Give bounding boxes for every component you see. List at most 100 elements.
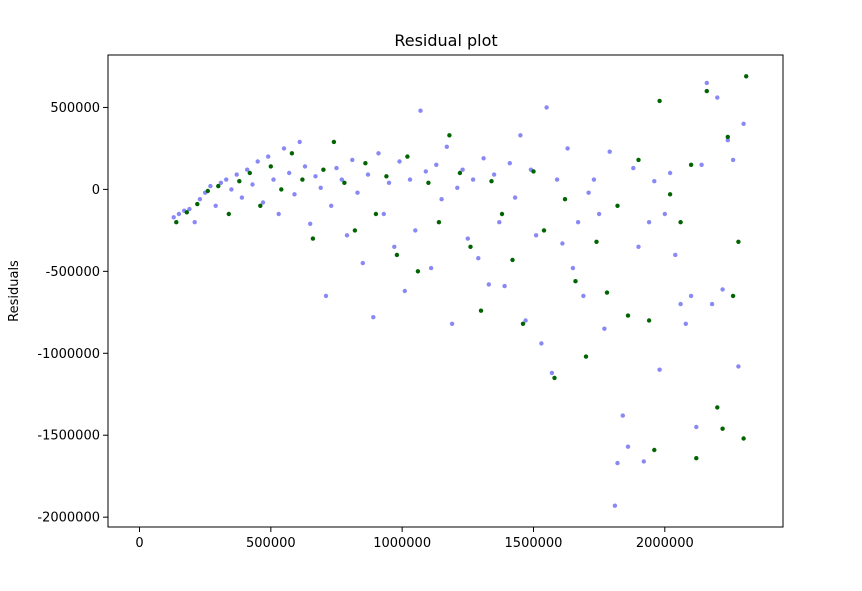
data-point xyxy=(552,375,557,381)
data-point xyxy=(583,354,589,359)
data-point xyxy=(523,318,528,323)
data-point xyxy=(694,456,699,461)
data-point xyxy=(683,321,688,326)
data-point xyxy=(255,159,260,164)
data-point xyxy=(646,220,652,225)
data-point xyxy=(615,460,620,466)
data-point xyxy=(678,220,683,225)
data-point xyxy=(615,203,620,208)
data-point xyxy=(470,177,476,182)
data-point xyxy=(418,108,423,113)
data-point xyxy=(344,233,350,238)
x-tick-label: 0 xyxy=(135,536,143,551)
data-point xyxy=(439,197,444,202)
data-point xyxy=(423,169,428,174)
data-point xyxy=(725,134,730,140)
data-point xyxy=(736,364,741,369)
data-point xyxy=(652,447,657,453)
data-point xyxy=(709,301,715,307)
data-point xyxy=(720,426,725,431)
data-point xyxy=(602,326,607,331)
data-point xyxy=(392,244,397,249)
data-point xyxy=(258,203,263,208)
data-point xyxy=(363,161,368,166)
data-point xyxy=(560,241,565,246)
data-point xyxy=(533,233,539,238)
data-point xyxy=(657,98,662,104)
data-point xyxy=(444,144,449,149)
data-point xyxy=(237,179,242,184)
data-point xyxy=(596,211,602,217)
data-point xyxy=(176,211,182,217)
data-point xyxy=(478,308,484,313)
data-point xyxy=(641,459,646,464)
points-layer xyxy=(171,74,749,508)
x-tick-label: 1500000 xyxy=(505,536,563,551)
data-point xyxy=(397,159,402,164)
data-point xyxy=(334,165,339,171)
data-point xyxy=(591,177,597,182)
data-point xyxy=(260,200,266,205)
data-point xyxy=(570,265,576,271)
data-point xyxy=(544,105,549,110)
data-point xyxy=(704,88,709,94)
data-point xyxy=(413,228,418,233)
data-point xyxy=(323,293,329,299)
data-point xyxy=(704,80,709,86)
data-point xyxy=(518,133,523,138)
data-point xyxy=(512,195,518,200)
data-point xyxy=(741,121,746,127)
data-point xyxy=(688,293,694,299)
data-point xyxy=(678,301,683,307)
data-point xyxy=(292,192,297,197)
data-point xyxy=(607,149,612,154)
data-point xyxy=(310,236,316,241)
data-point xyxy=(300,177,305,182)
chart-title: Residual plot xyxy=(394,31,497,50)
data-point xyxy=(229,187,234,192)
data-point xyxy=(736,239,741,244)
data-point xyxy=(276,211,281,217)
data-point xyxy=(187,206,192,212)
data-point xyxy=(520,321,526,326)
data-point xyxy=(539,341,544,346)
y-axis: 500000 0 -500000 -1000000 -1500000 -2000000 xyxy=(37,101,108,526)
data-point xyxy=(287,170,292,176)
data-point xyxy=(457,170,463,176)
y-axis-label: Residuals xyxy=(7,260,22,322)
data-point xyxy=(247,170,252,176)
data-point xyxy=(302,164,308,169)
data-point xyxy=(184,210,189,215)
data-point xyxy=(271,177,276,182)
data-point xyxy=(565,146,570,151)
data-point xyxy=(744,74,749,79)
data-point xyxy=(730,293,736,299)
data-point xyxy=(321,167,326,172)
y-tick-label: 0 xyxy=(92,183,100,198)
data-point xyxy=(481,156,486,161)
data-point xyxy=(725,138,730,143)
data-point xyxy=(549,370,555,376)
data-point xyxy=(476,256,481,261)
data-point xyxy=(460,167,465,172)
data-point xyxy=(631,165,636,171)
data-point xyxy=(297,139,302,145)
data-point xyxy=(491,172,497,177)
data-point xyxy=(192,220,197,225)
data-point xyxy=(502,283,507,289)
data-point xyxy=(657,367,662,372)
data-point xyxy=(407,177,413,182)
data-point xyxy=(195,201,200,207)
data-point xyxy=(715,95,720,100)
y-tick-label: -1000000 xyxy=(37,347,100,362)
data-point xyxy=(499,211,505,217)
data-point xyxy=(625,444,631,449)
y-tick-label: -500000 xyxy=(46,265,100,280)
data-point xyxy=(573,279,578,284)
data-point xyxy=(694,424,699,430)
data-point xyxy=(250,182,255,187)
data-point xyxy=(436,220,442,225)
data-point xyxy=(646,318,652,323)
data-point xyxy=(313,174,318,179)
